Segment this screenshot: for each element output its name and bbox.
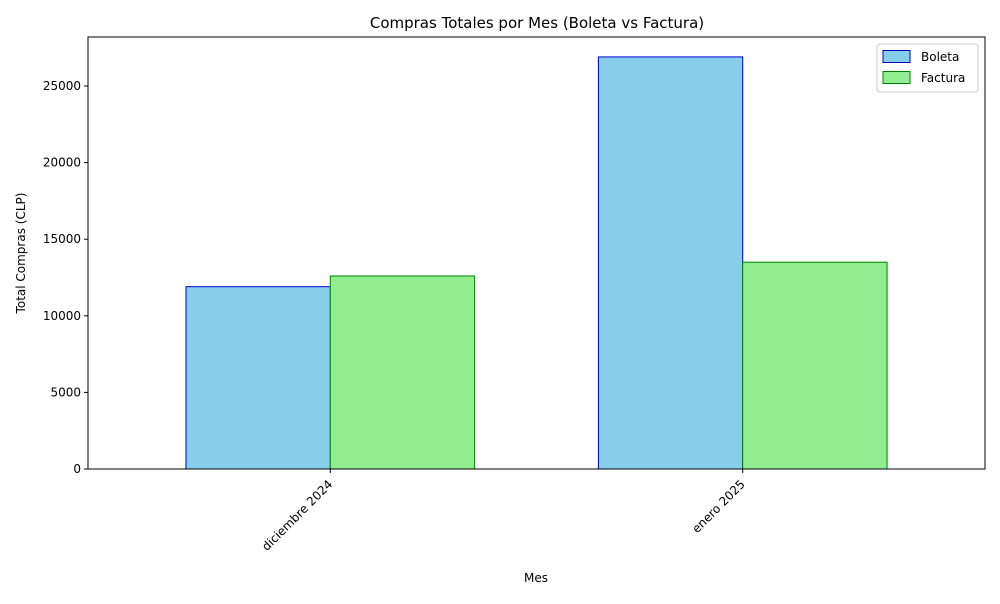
legend-label-boleta: Boleta [921,50,959,64]
legend: Boleta Factura [876,43,979,93]
legend-swatch-factura [882,71,911,84]
bars-group [185,56,888,470]
y-tick-label: 20000 [43,156,81,170]
y-tick-label: 25000 [43,79,81,93]
plot-area-frame [87,36,986,470]
y-axis-label: Total Compras (CLP) [14,193,28,315]
y-tick-label: 10000 [43,309,81,323]
y-tick-label: 15000 [43,232,81,246]
y-tick-label: 5000 [50,385,81,399]
y-axis: 0 5000 10000 15000 20000 25000 [43,79,88,476]
y-tick-label: 0 [73,462,81,476]
bar-factura-0 [329,275,476,470]
bar-boleta-0 [185,286,331,470]
legend-swatch-boleta [882,50,911,63]
bar-factura-1 [742,261,888,470]
chart-title: Compras Totales por Mes (Boleta vs Factu… [370,14,704,32]
bar-boleta-1 [597,56,744,470]
x-axis-label: Mes [524,571,548,585]
legend-label-factura: Factura [921,71,965,85]
